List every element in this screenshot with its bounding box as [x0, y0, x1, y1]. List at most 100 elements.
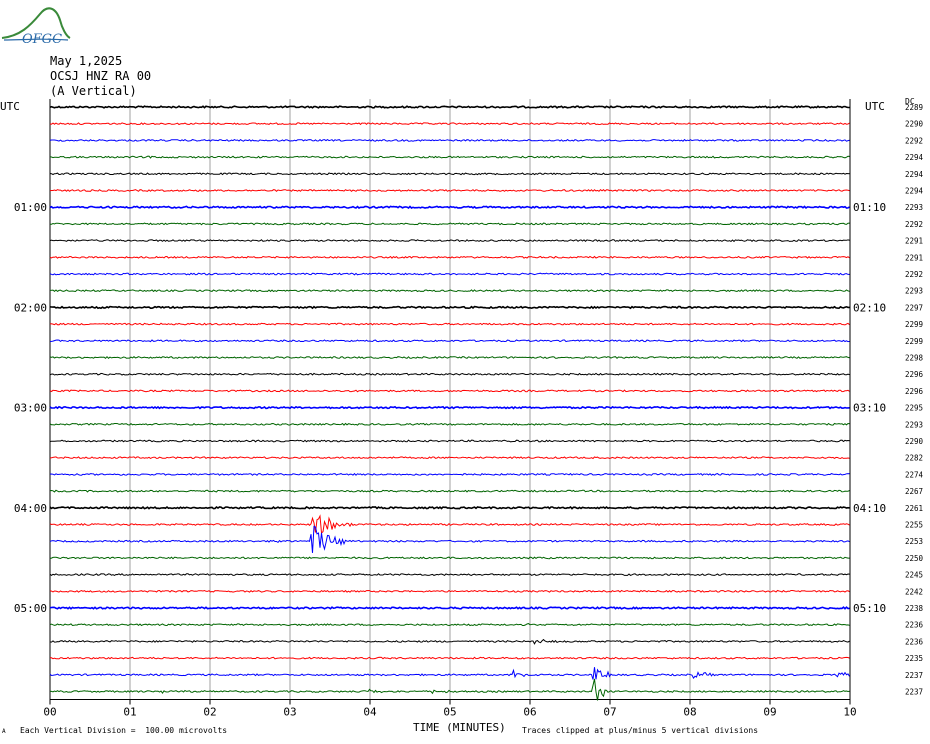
x-tick-label: 04 [363, 706, 377, 719]
dc-value: 2294 [905, 170, 924, 179]
dc-value: 2237 [905, 671, 923, 680]
seismic-trace [49, 656, 850, 660]
dc-value: 2296 [905, 387, 924, 396]
seismic-trace [49, 122, 850, 126]
seismic-trace [49, 514, 850, 534]
seismic-trace [49, 205, 850, 210]
chart-date: May 1,2025 [50, 54, 123, 68]
right-time-label: 03:10 [853, 402, 886, 415]
dc-value: 2242 [905, 587, 923, 596]
seismic-trace [49, 389, 850, 393]
dc-value: 2298 [905, 354, 924, 363]
dc-value: 2238 [905, 604, 924, 613]
seismic-trace [49, 573, 850, 577]
dc-label: DC [905, 97, 915, 106]
dc-value: 2289 [905, 103, 923, 112]
dc-value: 2297 [905, 303, 923, 312]
dc-value: 2235 [905, 654, 923, 663]
seismic-trace [49, 322, 850, 326]
right-time-label: 05:10 [853, 602, 886, 615]
dc-value: 2293 [905, 287, 923, 296]
dc-value: 2290 [905, 120, 924, 129]
labels: 00 01 02 03 04 05 06 07 08 09 10 2289 2290 2292 2294 22… [14, 103, 924, 719]
dc-value: 2293 [905, 420, 923, 429]
dc-value: 2294 [905, 153, 924, 162]
dc-value: 2291 [905, 237, 923, 246]
seismic-trace [49, 105, 850, 109]
left-time-label: 02:00 [14, 301, 47, 314]
footer-mark: A [2, 728, 6, 735]
x-tick-label: 09 [763, 706, 776, 719]
seismic-trace [49, 138, 850, 142]
dc-value: 2292 [905, 220, 923, 229]
utc-label-left: UTC [0, 100, 20, 113]
dc-value: 2299 [905, 337, 923, 346]
dc-value: 2236 [905, 637, 924, 646]
right-time-label: 01:10 [853, 201, 886, 214]
component-label: (A Vertical) [50, 84, 137, 98]
x-tick-label: 07 [603, 706, 616, 719]
dc-value: 2237 [905, 688, 923, 697]
clip-note: Traces clipped at plus/minus 5 vertical … [522, 726, 759, 735]
seismic-trace [49, 489, 850, 493]
scale-note: Each Vertical Division = 100.00 microvol… [20, 726, 228, 735]
dc-value: 2250 [905, 554, 924, 563]
dc-value: 2295 [905, 404, 923, 413]
seismic-trace [49, 525, 850, 553]
x-tick-label: 10 [843, 706, 856, 719]
x-tick-label: 01 [123, 706, 136, 719]
x-tick-label: 06 [523, 706, 536, 719]
seismic-trace [49, 623, 850, 627]
seismic-trace [49, 355, 850, 359]
dc-value: 2282 [905, 454, 923, 463]
seismic-trace [49, 305, 850, 310]
x-tick-label: 02 [203, 706, 216, 719]
seismic-trace [49, 255, 850, 259]
seismic-trace [49, 172, 850, 176]
seismic-trace [49, 372, 850, 376]
station-code: OCSJ HNZ RA 00 [50, 69, 152, 83]
dc-value: 2292 [905, 136, 923, 145]
ofgc-logo: OFGC [0, 2, 72, 47]
seismic-trace [49, 189, 850, 192]
utc-label-right: UTC [865, 100, 885, 113]
seismic-trace [49, 339, 850, 343]
dc-value: 2296 [905, 370, 924, 379]
seismic-trace [49, 422, 850, 426]
seismic-trace [49, 456, 850, 460]
seismic-trace [49, 289, 850, 293]
x-axis-title: TIME (MINUTES) [413, 721, 506, 734]
left-time-label: 01:00 [14, 201, 47, 214]
dc-value: 2245 [905, 571, 923, 580]
x-tick-label: 05 [443, 706, 456, 719]
seismic-trace [49, 505, 850, 510]
dc-value: 2253 [905, 537, 923, 546]
traces [49, 105, 850, 701]
seismic-trace [49, 678, 850, 701]
right-time-label: 02:10 [853, 301, 886, 314]
seismic-trace [49, 667, 850, 680]
x-tick-label: 03 [283, 706, 296, 719]
dc-value: 2267 [905, 487, 923, 496]
seismic-trace [49, 472, 850, 476]
dc-value: 2290 [905, 437, 924, 446]
left-time-label: 03:00 [14, 402, 47, 415]
seismic-trace [49, 606, 850, 610]
dc-value: 2291 [905, 253, 923, 262]
seismic-trace [49, 405, 850, 410]
dc-value: 2294 [905, 187, 924, 196]
seismic-trace [49, 272, 850, 276]
grid [49, 99, 851, 705]
seismic-trace [49, 439, 850, 443]
svg-text:OFGC: OFGC [22, 32, 62, 46]
dc-value: 2299 [905, 320, 923, 329]
dc-value: 2236 [905, 621, 924, 630]
logo-icon: OFGC [1, 7, 71, 47]
x-tick-label: 00 [43, 706, 56, 719]
seismic-trace [49, 155, 850, 159]
seismic-trace [49, 239, 850, 243]
dc-value: 2261 [905, 504, 923, 513]
seismic-trace [49, 556, 850, 560]
dc-value: 2274 [905, 470, 924, 479]
